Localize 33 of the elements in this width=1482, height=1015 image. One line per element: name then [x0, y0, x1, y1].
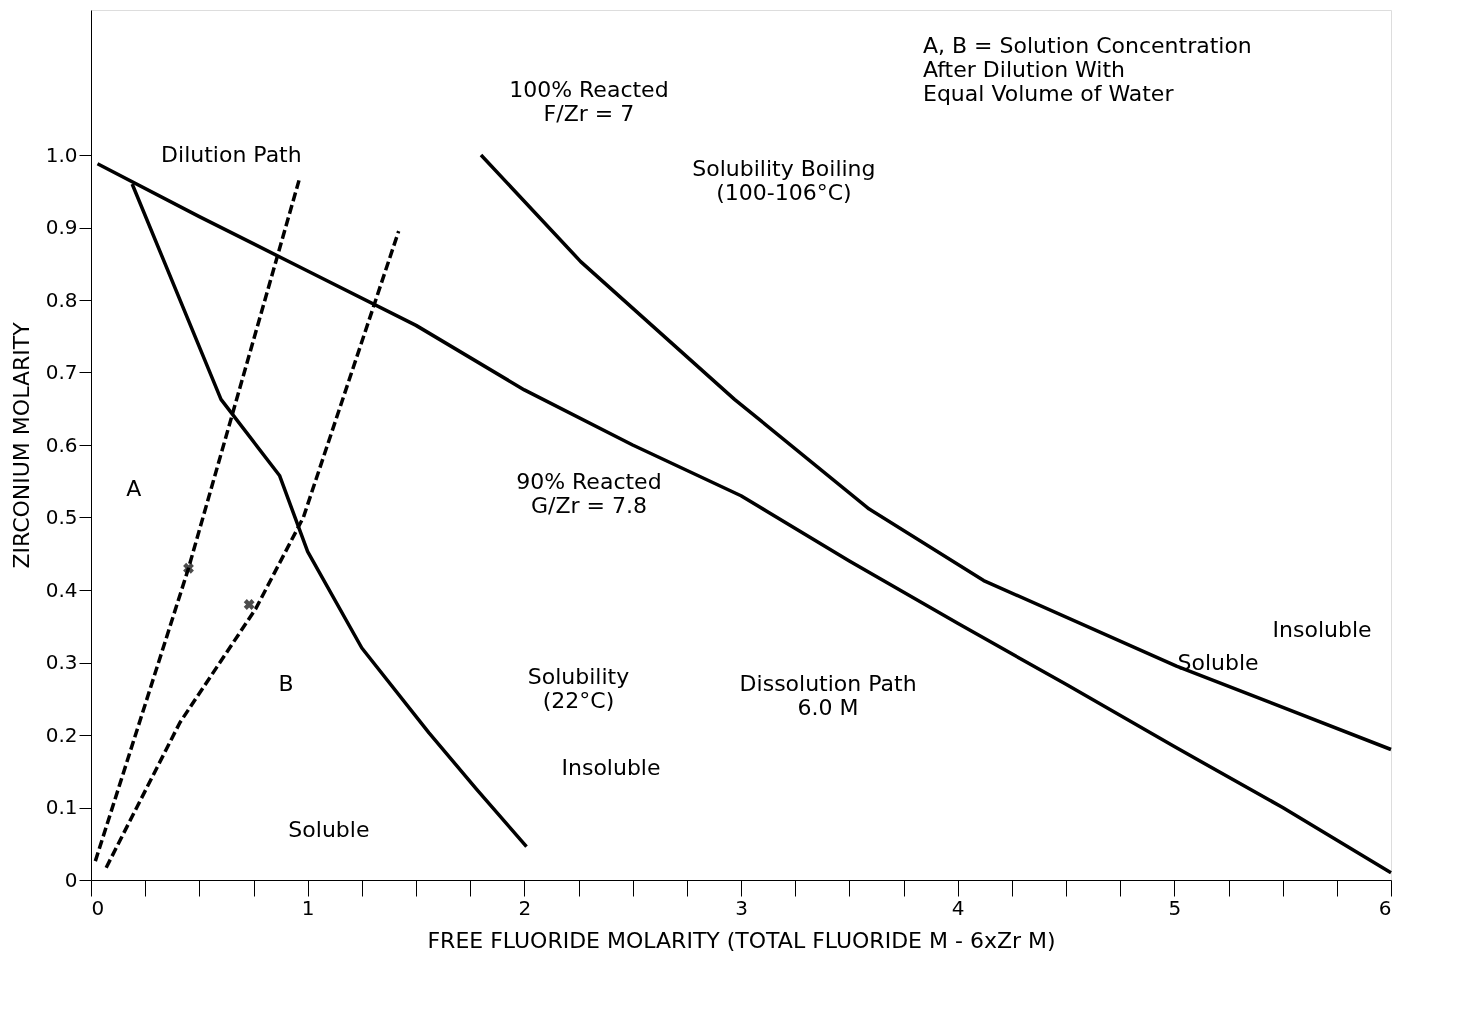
annotation: Solubility (22°C)	[527, 664, 630, 714]
y-axis-title: ZIRCONIUM MOLARITY	[8, 321, 34, 569]
y-tick-label: 0.8	[45, 287, 78, 312]
y-tick-label: 0.2	[45, 722, 78, 747]
annotation: Insoluble	[1272, 616, 1372, 642]
y-tick-label: 0.5	[45, 505, 78, 529]
x-tick-label: 4	[951, 895, 965, 920]
x-axis-title: FREE FLUORIDE MOLARITY (TOTAL FLUORIDE M - 6xZr M)	[427, 927, 1056, 953]
x-tick-label: 6	[1378, 895, 1392, 920]
y-tick-label: 0.3	[45, 650, 78, 674]
y-tick-label: 0.7	[45, 360, 78, 384]
y-tick-label: 1.0	[45, 142, 78, 167]
x-tick-label: 5	[1168, 895, 1182, 920]
annotation: A	[126, 475, 142, 501]
annotation: Insoluble	[561, 754, 661, 780]
annotation: B	[278, 671, 294, 697]
y-tick-label: 0.6	[45, 432, 78, 457]
x-tick-label: 2	[518, 895, 532, 920]
annotation: Soluble	[1177, 649, 1259, 675]
x-tick-label: 1	[301, 895, 315, 920]
y-tick-label: 0.4	[45, 577, 78, 602]
annotation: Dilution Path	[161, 142, 302, 168]
annotation: Dissolution Path 6.0 M	[739, 671, 917, 721]
annotation: Soluble	[288, 816, 370, 842]
y-tick-label: 0.1	[45, 795, 78, 819]
y-tick-label: 0.9	[45, 215, 78, 239]
annotation: A, B = Solution Concentration After Dilution With Equal Volume of Water	[923, 33, 1252, 107]
annotation: 90% Reacted G/Zr = 7.8	[516, 468, 662, 518]
x-tick-label: 0	[91, 895, 105, 920]
x-tick-label: 3	[735, 895, 748, 920]
annotation: Solubility Boiling (100-106°C)	[692, 156, 876, 206]
annotation: 100% Reacted F/Zr = 7	[509, 77, 669, 127]
y-tick-label: 0	[64, 867, 78, 892]
